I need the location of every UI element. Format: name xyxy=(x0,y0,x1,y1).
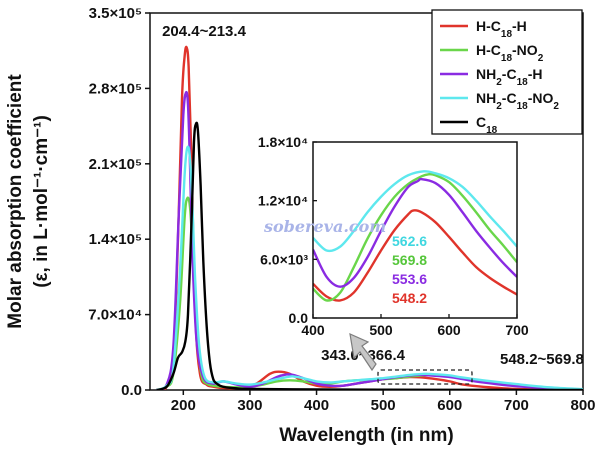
series-line-nh2-c18-no2 xyxy=(156,145,583,390)
legend-box xyxy=(431,9,583,135)
legend-label: H-C18-NO2 xyxy=(476,42,544,64)
inset-frame xyxy=(312,141,518,319)
inset-line-nh2-c18-h xyxy=(313,177,517,288)
x-tick-label: 200 xyxy=(171,397,196,414)
inset-peak-label: 548.2 xyxy=(392,290,427,306)
inset-line-h-c18-h xyxy=(313,209,517,302)
peak-annotation-uv: 204.4~213.4 xyxy=(162,23,246,40)
inset-peak-label: 562.6 xyxy=(392,233,427,249)
inset-x-tick-label: 700 xyxy=(505,322,529,338)
inset-peak-label: 569.8 xyxy=(392,252,427,268)
inset-line-nh2-c18-no2 xyxy=(313,170,517,253)
x-tick-label: 800 xyxy=(570,397,595,414)
inset-line-h-c18-no2 xyxy=(313,172,517,302)
legend-label: H-C18-H xyxy=(476,18,527,40)
zoom-highlight-box xyxy=(377,369,473,385)
y-axis-title-line1: Molar absorption coefficient xyxy=(5,74,26,329)
x-tick-label: 700 xyxy=(504,397,529,414)
peak-annotation-vis: 548.2~569.8 xyxy=(500,351,584,368)
series-line-h-c18-h xyxy=(156,45,583,390)
x-axis-title: Wavelength (in nm) xyxy=(279,425,454,446)
y-tick-label: 1.4×10⁵ xyxy=(89,231,142,248)
y-axis-title-line2: (ε, in L·mol⁻¹·cm⁻¹) xyxy=(31,115,52,288)
legend-label: C18 xyxy=(476,114,498,136)
y-tick-label: 2.1×10⁵ xyxy=(89,156,142,173)
x-tick-label: 300 xyxy=(237,397,262,414)
series-line-c18 xyxy=(156,121,583,390)
inset-y-tick-label: 6.0×10³ xyxy=(260,251,308,267)
series-line-nh2-c18-h xyxy=(156,90,583,390)
y-tick-label: 3.5×10⁵ xyxy=(89,5,142,22)
y-tick-label: 2.8×10⁵ xyxy=(89,80,142,97)
main-series-group xyxy=(156,45,583,390)
inset-series-group xyxy=(313,170,517,302)
y-tick-label: 0.0 xyxy=(121,382,142,399)
inset-peak-label: 553.6 xyxy=(392,271,427,287)
x-tick-label: 400 xyxy=(304,397,329,414)
inset-y-tick-label: 1.8×10⁴ xyxy=(258,134,308,150)
inset-x-tick-label: 500 xyxy=(369,322,393,338)
zoom-arrow-icon xyxy=(349,332,377,372)
x-tick-label: 500 xyxy=(371,397,396,414)
inset-y-tick-label: 1.2×10⁴ xyxy=(258,193,308,209)
inset-x-tick-label: 400 xyxy=(301,322,325,338)
inset-x-tick-label: 600 xyxy=(437,322,461,338)
inset-y-tick-label: 0.0 xyxy=(289,310,309,326)
inset-background xyxy=(312,141,518,319)
legend-label: NH2-C18-NO2 xyxy=(476,90,559,112)
y-tick-label: 7.0×10⁴ xyxy=(88,307,142,324)
legend-label: NH2-C18-H xyxy=(476,66,542,88)
watermark-text: sobereva.com xyxy=(263,217,386,236)
x-tick-label: 600 xyxy=(437,397,462,414)
